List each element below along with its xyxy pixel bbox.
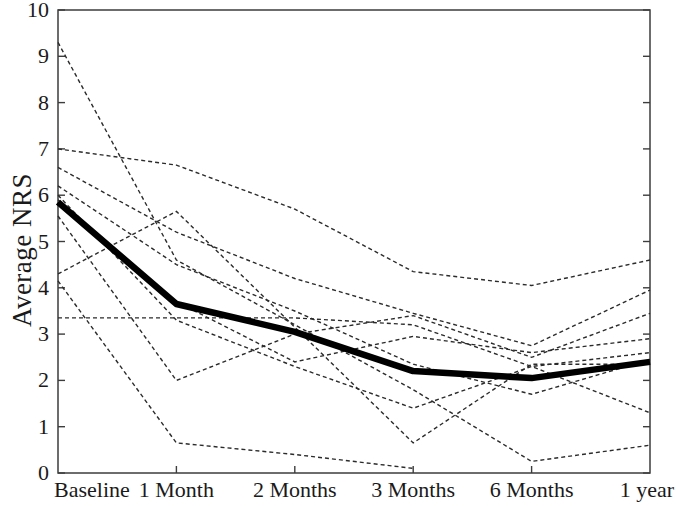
average-line [58, 202, 650, 378]
x-axis-label: 1 Month [139, 477, 214, 502]
patient-line [58, 318, 650, 367]
plot-border [58, 10, 650, 473]
y-tick-label: 5 [38, 229, 49, 254]
x-axis-label: 3 Months [371, 477, 455, 502]
y-tick-label: 2 [38, 367, 49, 392]
patient-line [58, 42, 650, 461]
y-tick-label: 0 [38, 460, 49, 485]
chart-canvas: 0 1 2 3 4 5 6 7 8 9 10 Baseline 1 Month 2 Months 3 Mon… [0, 0, 676, 506]
x-axis-label: 1 year [620, 477, 675, 502]
patient-line [58, 195, 650, 413]
y-tick-label: 9 [38, 43, 49, 68]
figure: 0 1 2 3 4 5 6 7 8 9 10 Baseline 1 Month 2 Months 3 Mon… [0, 0, 676, 506]
y-tick-label: 7 [38, 136, 49, 161]
y-tick-label: 4 [38, 275, 49, 300]
patient-line [58, 167, 650, 345]
patient-line [58, 186, 650, 394]
y-tick-label: 6 [38, 182, 49, 207]
x-axis-label: 2 Months [253, 477, 337, 502]
x-axis-label: Baseline [54, 477, 130, 502]
y-tick-label: 10 [27, 0, 49, 22]
patient-line [58, 216, 650, 380]
y-axis-title: Average NRS [7, 173, 38, 327]
patient-line [58, 211, 650, 443]
patient-line [58, 281, 413, 469]
y-tick-label: 8 [38, 90, 49, 115]
y-tick-label: 3 [38, 321, 49, 346]
patient-line [58, 149, 650, 286]
x-axis-label: 6 Months [490, 477, 574, 502]
y-tick-label: 1 [38, 414, 49, 439]
